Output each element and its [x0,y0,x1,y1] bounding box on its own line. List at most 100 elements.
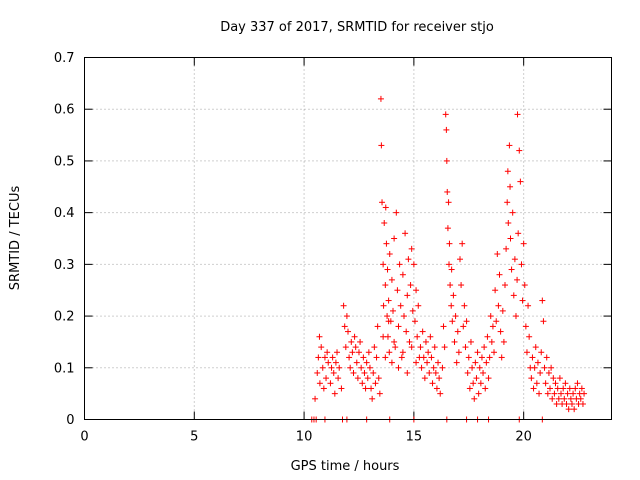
data-point [481,344,488,351]
data-point [431,344,438,351]
data-point [415,302,422,309]
y-tick-label: 0.4 [54,206,75,221]
data-point [430,364,437,371]
data-point [511,256,518,263]
data-point [382,204,389,211]
data-point [504,199,511,206]
data-point [370,369,377,376]
data-point [507,183,514,190]
data-point [395,364,402,371]
data-point [347,364,354,371]
data-point [413,287,420,294]
data-point [361,369,368,376]
y-tick-label: 0.3 [54,258,75,273]
data-point [508,266,515,273]
data-point [418,364,425,371]
data-point [562,380,569,387]
data-point [450,292,457,299]
data-point [553,400,560,407]
data-point [348,338,355,345]
data-point [572,385,579,392]
data-point [486,354,493,361]
data-point [396,261,403,268]
x-tick-label: 5 [190,430,198,445]
axis-layer: 0 0.1 0.2 0.3 0.4 0.5 0.6 0.7 0 5 10 15 20 [54,51,612,445]
grid-layer [84,57,612,420]
data-point [563,400,570,407]
data-point [436,375,443,382]
data-point [478,354,485,361]
data-point [429,380,436,387]
data-point [525,302,532,309]
data-point [473,375,480,382]
data-point [497,328,504,335]
y-tick-label: 0.2 [54,310,75,325]
data-point [460,323,467,330]
data-point [360,354,367,361]
data-point [543,354,550,361]
data-point [327,380,334,387]
data-point [364,375,371,382]
data-point [554,385,561,392]
data-point [397,302,404,309]
plot-frame [84,57,612,420]
data-point [506,142,513,149]
data-point [523,349,530,356]
data-point [578,385,585,392]
data-point [371,344,378,351]
data-point [552,380,559,387]
data-point [378,142,385,149]
data-point [368,385,375,392]
data-point [504,168,511,175]
data-point [433,385,440,392]
data-point [463,318,470,325]
data-point [366,364,373,371]
data-point [388,359,395,366]
data-point [577,395,584,402]
data-point [393,209,400,216]
data-point [413,359,420,366]
data-point [510,292,517,299]
data-point [342,344,349,351]
data-point [394,287,401,294]
data-point [353,359,360,366]
data-point [492,287,499,294]
data-point [452,313,459,320]
data-point [442,111,449,118]
data-point [565,406,572,413]
data-point [408,245,415,252]
data-point [376,390,383,397]
data-point [496,271,503,278]
data-point [448,302,455,309]
data-point [453,359,460,366]
data-point [540,318,547,325]
data-point [380,302,387,309]
data-point [331,390,338,397]
data-point [566,385,573,392]
data-point [439,364,446,371]
data-point [384,313,391,320]
data-point [325,359,332,366]
data-point [441,344,448,351]
data-point [407,282,414,289]
data-point [340,302,347,309]
data-point [499,307,506,314]
data-point [466,385,473,392]
data-point [427,333,434,340]
data-point [321,354,328,361]
data-point [557,390,564,397]
data-point [526,333,533,340]
data-point [380,333,387,340]
y-tick-label: 0.1 [54,361,75,376]
data-point [487,313,494,320]
data-point [462,344,469,351]
data-point [421,375,428,382]
data-point [409,307,416,314]
x-tick-label: 10 [296,430,313,445]
data-point [391,235,398,242]
data-point [350,369,357,376]
data-point [467,338,474,345]
data-point [380,261,387,268]
data-point [381,219,388,226]
